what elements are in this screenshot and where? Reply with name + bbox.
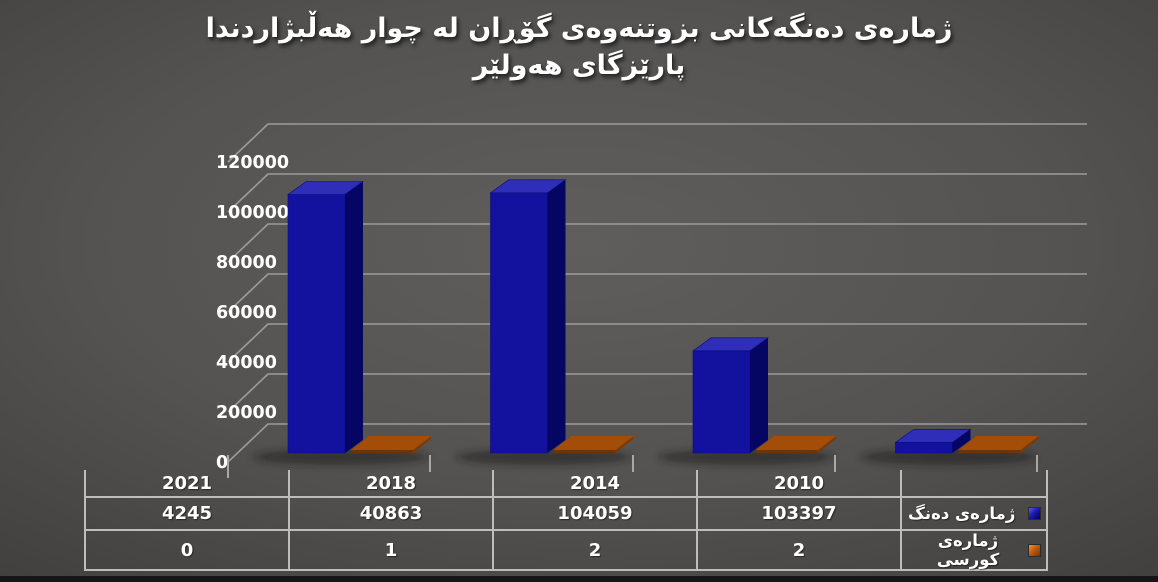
votes-value-cell: 40863 [288, 496, 494, 531]
category-cell: 2014 [492, 470, 698, 498]
bars [253, 179, 1039, 465]
svg-text:120000: 120000 [216, 153, 289, 173]
votes-series-row: ژمارەی دەنگ 103397 104059 40863 4245 [84, 496, 1048, 531]
svg-text:40000: 40000 [216, 353, 277, 373]
votes-value-cell: 104059 [492, 496, 698, 531]
bottom-strip [0, 576, 1158, 582]
svg-text:0: 0 [216, 453, 228, 473]
table-spacer-cell [900, 470, 1048, 498]
seats-value-cell: 2 [492, 529, 698, 571]
votes-value-cell: 103397 [696, 496, 902, 531]
data-table: 2010 2014 2018 2021 ژمارەی دەنگ 103397 1… [84, 470, 1048, 571]
seats-series-label: ژمارەی کورسی [936, 531, 1000, 569]
votes-series-label: ژمارەی دەنگ [908, 504, 1016, 523]
seats-series-row: ژمارەی کورسی 2 2 1 0 [84, 529, 1048, 571]
category-cell: 2018 [288, 470, 494, 498]
votes-series-key-icon [1028, 507, 1041, 520]
seats-value-cell: 0 [84, 529, 290, 571]
seats-value-cell: 2 [696, 529, 902, 571]
svg-text:20000: 20000 [216, 403, 277, 423]
svg-text:80000: 80000 [216, 253, 277, 273]
category-cell: 2010 [696, 470, 902, 498]
votes-series-label-cell: ژمارەی دەنگ [900, 496, 1048, 531]
seats-value-cell: 1 [288, 529, 494, 571]
category-row: 2010 2014 2018 2021 [84, 470, 1048, 498]
chart-title: ژمارەی دەنگەکانی بزوتنەوەی گۆڕان لە چوار… [0, 10, 1158, 84]
votes-value-cell: 4245 [84, 496, 290, 531]
chart-title-line-1: ژمارەی دەنگەکانی بزوتنەوەی گۆڕان لە چوار… [205, 13, 953, 44]
seats-series-label-cell: ژمارەی کورسی [900, 529, 1048, 571]
seats-series-key-icon [1028, 543, 1041, 557]
chart-title-line-2: پارێزگای هەولێر [472, 50, 686, 81]
gridlines: 0 20000 40000 60000 80000 100000 120000 [216, 123, 1087, 473]
svg-text:100000: 100000 [216, 203, 289, 223]
category-cell: 2021 [84, 470, 290, 498]
svg-text:60000: 60000 [216, 303, 277, 323]
